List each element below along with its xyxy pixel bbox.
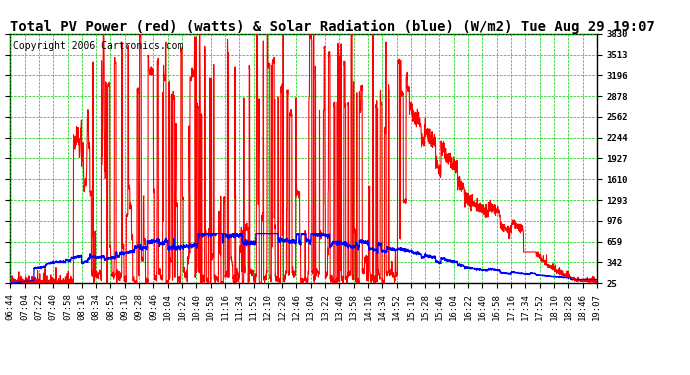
Text: Copyright 2006 Cartronics.com: Copyright 2006 Cartronics.com (13, 41, 184, 51)
Text: Total PV Power (red) (watts) & Solar Radiation (blue) (W/m2) Tue Aug 29 19:07: Total PV Power (red) (watts) & Solar Rad… (10, 20, 656, 34)
